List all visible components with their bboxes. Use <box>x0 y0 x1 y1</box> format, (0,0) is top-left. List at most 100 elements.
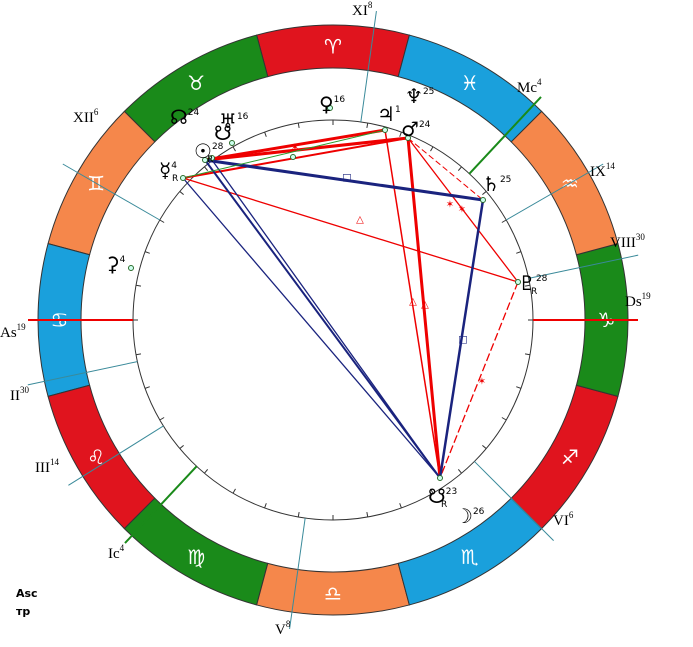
house-cusp <box>124 465 198 544</box>
planet-glyph: ☽26 <box>455 504 485 528</box>
aspect-mark: □ <box>342 173 351 184</box>
planet-symbol: ♆ <box>405 84 423 108</box>
house-degree: 8 <box>368 0 373 10</box>
planet-degree: 25 <box>423 87 434 97</box>
planet-glyph: ♃1 <box>377 102 401 126</box>
house-degree: 4 <box>120 543 125 553</box>
house-label: As19 <box>0 322 26 341</box>
degree-tick <box>399 131 402 137</box>
house-degree: 4 <box>537 77 542 87</box>
house-cusp <box>68 425 164 486</box>
planet-point <box>290 154 296 160</box>
planet-degree: 24 <box>419 120 431 130</box>
planet-symbol: ♇ <box>518 271 536 295</box>
aspect-mark: ✶ <box>446 200 454 211</box>
planet-glyph: ♄25 <box>482 172 511 196</box>
sign-glyph: ♍ <box>187 545 205 569</box>
house-cusp <box>27 361 138 386</box>
planet-glyph: ⚳4 <box>105 252 126 276</box>
degree-tick <box>457 469 462 474</box>
planet-point <box>327 105 333 111</box>
planet-symbol: ☿ <box>159 158 171 182</box>
house-name: XII <box>73 110 94 126</box>
planet-point <box>515 279 521 285</box>
house-name: VIII <box>610 235 636 251</box>
planet-point <box>480 197 486 203</box>
house-cusp <box>360 10 377 123</box>
planet-point <box>128 265 134 271</box>
degree-tick <box>430 488 434 494</box>
degree-tick <box>179 191 184 196</box>
degree-tick <box>482 191 487 196</box>
degree-tick <box>482 444 487 449</box>
planet-glyph: ♆25 <box>405 84 434 108</box>
planet-degree: 28 <box>212 142 224 152</box>
degree-tick <box>232 488 236 494</box>
sign-glyph: ♌ <box>87 445 105 469</box>
degree-tick <box>232 146 236 152</box>
house-label: IX14 <box>590 161 615 180</box>
planet-degree: 24 <box>188 108 200 118</box>
house-name: XI <box>352 3 368 19</box>
degree-tick <box>264 131 267 137</box>
degree-tick <box>524 353 531 356</box>
house-cusp <box>62 163 161 221</box>
degree-tick <box>204 469 209 474</box>
planet-glyph: ☋ <box>214 121 232 145</box>
planet-symbol: ☋ <box>214 121 232 145</box>
sign-glyph: ♎ <box>324 582 342 606</box>
house-degree: 6 <box>569 510 574 520</box>
degree-tick <box>179 444 184 449</box>
planet-degree: 28 <box>536 274 548 284</box>
degree-tick <box>135 353 142 356</box>
planet-degree: 16 <box>237 112 249 122</box>
degree-tick <box>516 251 522 254</box>
house-name: As <box>0 325 17 341</box>
house-cusp <box>528 254 639 279</box>
planet-degree: 23 <box>446 487 457 497</box>
planet-point <box>382 127 388 133</box>
planet-point <box>437 475 443 481</box>
house-degree: 14 <box>50 457 60 467</box>
degree-tick <box>144 251 150 254</box>
planet-glyph: ☊24 <box>170 105 199 129</box>
house-label: Ic4 <box>108 543 125 562</box>
degree-tick <box>297 511 300 518</box>
house-label: XI8 <box>352 0 373 19</box>
house-label: II30 <box>10 385 30 404</box>
house-label: XII6 <box>73 107 99 126</box>
degree-tick <box>159 219 165 223</box>
planet-symbol: ☋ <box>428 484 446 508</box>
house-degree: 30 <box>20 385 30 395</box>
degree-tick <box>144 386 150 389</box>
degree-tick <box>366 122 369 129</box>
house-label: V8 <box>275 619 291 638</box>
retrograde-mark: R <box>531 287 537 297</box>
degree-tick <box>501 417 507 421</box>
planet-point <box>180 175 186 181</box>
sign-glyph: ♉ <box>187 71 205 95</box>
footer-label: Asc <box>16 587 38 600</box>
house-degree: 19 <box>17 322 27 332</box>
planet-degree: 4 <box>120 255 126 265</box>
aspect-mark: ✶ <box>458 205 466 216</box>
inner-circle <box>132 119 534 521</box>
house-cusp <box>474 461 554 541</box>
degree-tick <box>297 122 300 129</box>
planet-degree: 4 <box>171 161 177 171</box>
degree-tick <box>399 503 402 509</box>
planet-glyph: ♇28 <box>518 271 548 295</box>
retrograde-mark: R <box>441 500 447 510</box>
house-cusp <box>505 163 604 221</box>
sign-glyph: ♓ <box>461 71 479 95</box>
retrograde-mark: R <box>207 155 213 165</box>
planet-symbol: ☊ <box>170 105 188 129</box>
aspect-mark: ✶ <box>478 377 486 388</box>
degree-tick <box>204 166 209 171</box>
sign-glyph: ♐ <box>561 445 579 469</box>
house-name: Ds <box>625 294 642 310</box>
house-name: II <box>10 388 20 404</box>
planet-degree: 25 <box>500 175 511 185</box>
house-name: IX <box>590 164 606 180</box>
house-degree: 14 <box>606 161 616 171</box>
